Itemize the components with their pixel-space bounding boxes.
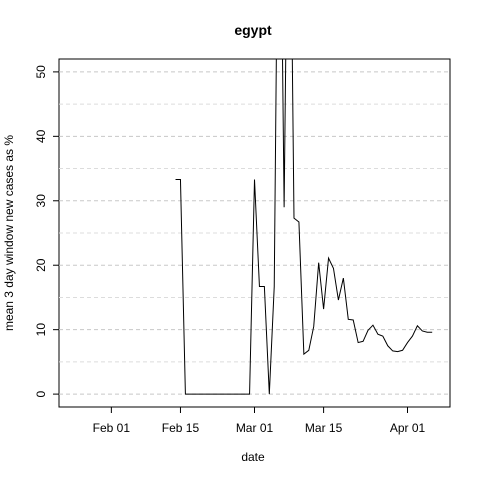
x-tick-label: Mar 15 — [305, 421, 343, 435]
y-axis-label: mean 3 day window new cases as % — [2, 135, 16, 331]
series-line-0 — [175, 59, 433, 395]
y-tick-label: 30 — [34, 194, 48, 208]
x-axis-label: date — [241, 450, 265, 464]
chart-title: egypt — [234, 22, 272, 38]
x-tick-label: Feb 01 — [93, 421, 131, 435]
series-group — [175, 59, 433, 395]
y-tick-label: 0 — [34, 390, 48, 397]
y-tick-label: 40 — [34, 129, 48, 143]
x-tick-label: Feb 15 — [162, 421, 200, 435]
x-axis: Feb 01 Feb 15 Mar 01 Mar 15 Apr 01 — [93, 407, 426, 435]
y-axis: 0 10 20 30 40 50 — [34, 65, 59, 397]
y-tick-label: 50 — [34, 65, 48, 79]
y-tick-label: 10 — [34, 323, 48, 337]
x-tick-label: Apr 01 — [390, 421, 426, 435]
x-tick-label: Mar 01 — [236, 421, 274, 435]
horizontal-gridlines — [59, 71, 450, 395]
y-tick-label: 20 — [34, 258, 48, 272]
